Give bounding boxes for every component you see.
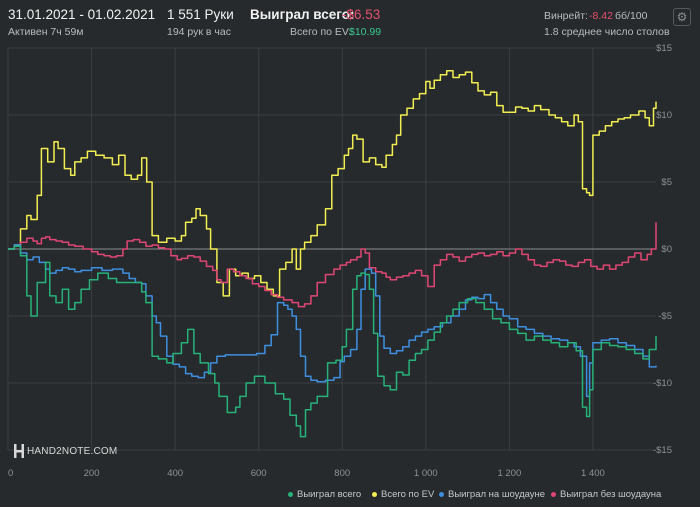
ev-total-value: $10.99 <box>349 26 382 38</box>
legend-item-ev-total[interactable]: Всего по EV <box>372 489 434 500</box>
legend-dot-icon <box>288 492 293 497</box>
x-axis: 0 200 400 600 800 1 000 1 200 1 400 <box>8 468 605 479</box>
series-line-3 <box>8 222 657 308</box>
hands-per-hour: 194 рук в час <box>167 26 231 38</box>
x-tick-label: 0 <box>8 468 13 479</box>
legend-label: Выиграл без шоудауна <box>560 489 662 500</box>
series-line-1 <box>8 70 657 297</box>
active-time: Активен 7ч 59м <box>8 26 84 38</box>
legend-label: Выиграл на шоудауне <box>448 489 546 500</box>
legend-item-won-total[interactable]: Выиграл всего <box>288 489 361 500</box>
legend-dot-icon <box>439 492 444 497</box>
x-tick-label: 1 200 <box>497 468 521 479</box>
watermark-logo: HAND2NOTE.COM <box>14 444 117 458</box>
x-tick-label: 200 <box>84 468 100 479</box>
y-tick-label: -$5 <box>658 311 672 322</box>
winrate-label: Винрейт: <box>544 10 588 22</box>
watermark-text: HAND2NOTE.COM <box>27 445 118 457</box>
ev-total-label: Всего по EV: <box>290 26 352 38</box>
x-tick-label: 800 <box>334 468 350 479</box>
series-line-2 <box>8 244 657 398</box>
date-range: 31.01.2021 - 01.02.2021 <box>8 7 156 22</box>
x-tick-label: 1 400 <box>581 468 605 479</box>
series-line-0 <box>8 245 657 438</box>
gear-icon[interactable]: ⚙ <box>673 8 691 26</box>
hands-count: 1 551 Руки <box>167 7 234 22</box>
y-tick-label: -$15 <box>653 445 672 456</box>
chart-series <box>8 70 657 438</box>
chart-grid <box>7 47 656 451</box>
winrate-value: -8.42 <box>589 10 613 22</box>
x-tick-label: 400 <box>167 468 183 479</box>
won-total-value: -$6.53 <box>342 7 381 22</box>
legend-dot-icon <box>551 492 556 497</box>
hand2note-logo-icon <box>14 444 24 458</box>
legend-label: Всего по EV <box>381 489 435 500</box>
y-tick-label: $5 <box>661 177 672 188</box>
y-tick-label: $0 <box>661 244 672 255</box>
chart-legend: Выиграл всего Всего по EV Выиграл на шоу… <box>0 489 700 503</box>
won-total-label: Выиграл всего: <box>250 7 355 22</box>
y-tick-label: $10 <box>656 110 672 121</box>
x-tick-label: 1 000 <box>414 468 438 479</box>
x-tick-label: 600 <box>251 468 267 479</box>
legend-item-non-showdown[interactable]: Выиграл без шоудауна <box>551 489 661 500</box>
y-tick-label: -$10 <box>653 378 672 389</box>
legend-item-showdown[interactable]: Выиграл на шоудауне <box>439 489 545 500</box>
legend-label: Выиграл всего <box>297 489 362 500</box>
legend-dot-icon <box>372 492 377 497</box>
y-axis: $15 $10 $5 $0 -$5 -$10 -$15 <box>653 43 672 456</box>
avg-tables: 1.8 среднее число столов <box>544 26 670 38</box>
stats-header: 31.01.2021 - 01.02.2021 Активен 7ч 59м 1… <box>0 0 700 42</box>
winrate-unit: бб/100 <box>615 10 648 22</box>
y-tick-label: $15 <box>656 43 672 54</box>
